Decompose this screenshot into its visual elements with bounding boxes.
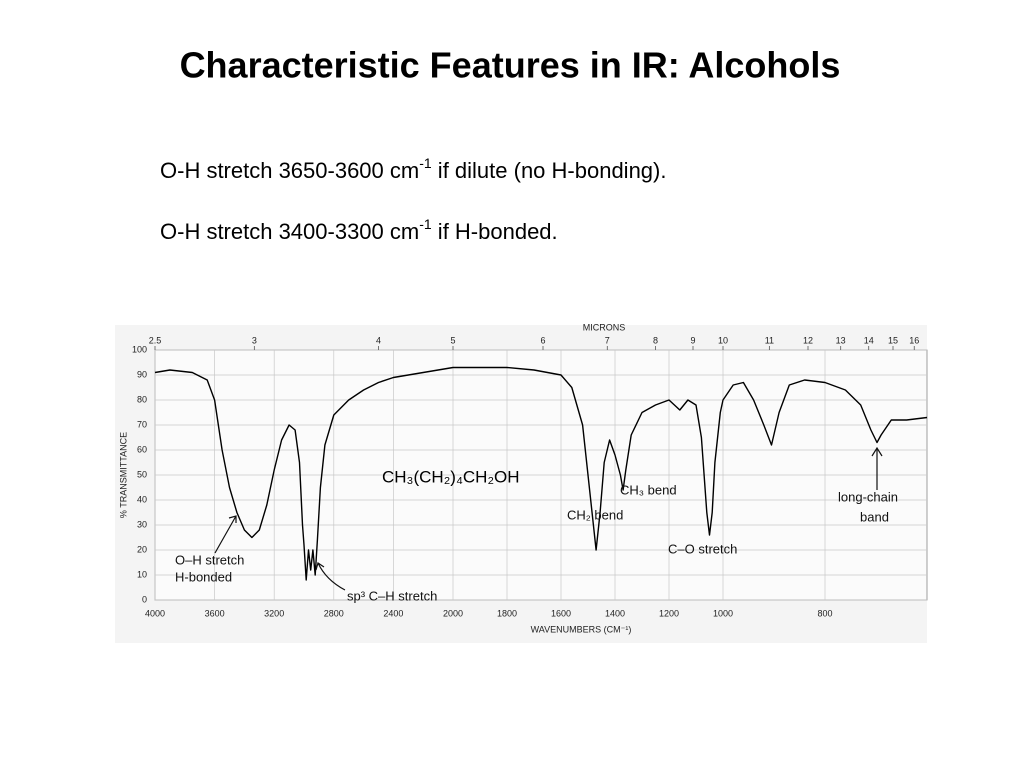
grid: 0 10 20 30 40 50 60 70 80 90 100 4000 3600 3200 2800 24…	[118, 322, 927, 634]
y-tick-label: 60	[137, 444, 147, 454]
x2-tick-label: 12	[803, 335, 813, 345]
annotation: band	[860, 509, 889, 524]
annotation: CH₃ bend	[620, 482, 677, 497]
y-tick-label: 90	[137, 369, 147, 379]
bullet: O-H stretch 3400-3300 cm-1 if H-bonded.	[160, 216, 558, 244]
x2-tick-label: 2.5	[149, 335, 162, 345]
y-tick-label: 80	[137, 394, 147, 404]
bullet: O-H stretch 3650-3600 cm-1 if dilute (no…	[160, 155, 666, 183]
bullet-text: O-H stretch 3400-3300 cm	[160, 219, 419, 244]
arrow	[214, 515, 237, 554]
x-tick-label: 800	[817, 608, 832, 618]
x-tick-label: 1400	[605, 608, 625, 618]
x2-tick-label: 16	[909, 335, 919, 345]
x-tick-label: 1200	[659, 608, 679, 618]
bullet-sup: -1	[419, 216, 432, 232]
x2-tick-label: 8	[653, 335, 658, 345]
annotation: O–H stretch	[175, 552, 244, 567]
x2-tick-label: 13	[836, 335, 846, 345]
y-tick-label: 40	[137, 494, 147, 504]
x2-tick-label: 9	[690, 335, 695, 345]
y-tick-label: 0	[142, 594, 147, 604]
bullet-text: O-H stretch 3650-3600 cm	[160, 158, 419, 183]
x2-tick-label: 11	[765, 335, 774, 345]
annotation: CH₃(CH₂)₄CH₂OH	[382, 467, 520, 486]
y-tick-label: 30	[137, 519, 147, 529]
x-tick-label: 1000	[713, 608, 733, 618]
y-tick-label: 20	[137, 544, 147, 554]
y-tick-label: 70	[137, 419, 147, 429]
x2-tick-label: 15	[888, 335, 898, 345]
y-tick-label: 10	[137, 569, 147, 579]
annotation: C–O stretch	[668, 541, 737, 556]
x-tick-label: 2800	[324, 608, 344, 618]
x2-axis-label: MICRONS	[583, 322, 626, 332]
annotation: long-chain	[838, 489, 898, 504]
x2-tick-label: 4	[376, 335, 381, 345]
slide-title: Characteristic Features in IR: Alcohols	[180, 45, 841, 86]
spectrum-line	[154, 366, 928, 581]
x-tick-label: 2000	[443, 608, 463, 618]
bullet-sup: -1	[419, 155, 432, 171]
x-tick-label: 3600	[205, 608, 225, 618]
x-axis-label: WAVENUMBERS (CM⁻¹)	[531, 624, 632, 634]
x2-tick-label: 5	[450, 335, 455, 345]
x2-tick-label: 14	[864, 335, 874, 345]
x-tick-label: 1800	[497, 608, 517, 618]
arrows	[214, 446, 883, 591]
annotation: sp³ C–H stretch	[347, 588, 437, 603]
bullet-text: if dilute (no H-bonding).	[432, 158, 667, 183]
x2-tick-label: 7	[605, 335, 610, 345]
arrow	[871, 446, 883, 490]
annotation: CH₂ bend	[567, 507, 623, 522]
plot	[154, 366, 928, 581]
annotation: H-bonded	[175, 569, 232, 584]
x2-tick-label: 10	[718, 335, 728, 345]
x2-tick-label: 3	[252, 335, 257, 345]
x2-tick-label: 6	[540, 335, 545, 345]
bullet-text: if H-bonded.	[432, 219, 558, 244]
x-tick-label: 4000	[145, 608, 165, 618]
x-tick-label: 2400	[383, 608, 403, 618]
y-axis-label: % TRANSMITTANCE	[118, 432, 128, 518]
arrow	[315, 562, 346, 591]
y-tick-label: 50	[137, 469, 147, 479]
y-tick-label: 100	[132, 344, 147, 354]
x-tick-label: 1600	[551, 608, 571, 618]
x-tick-label: 3200	[264, 608, 284, 618]
